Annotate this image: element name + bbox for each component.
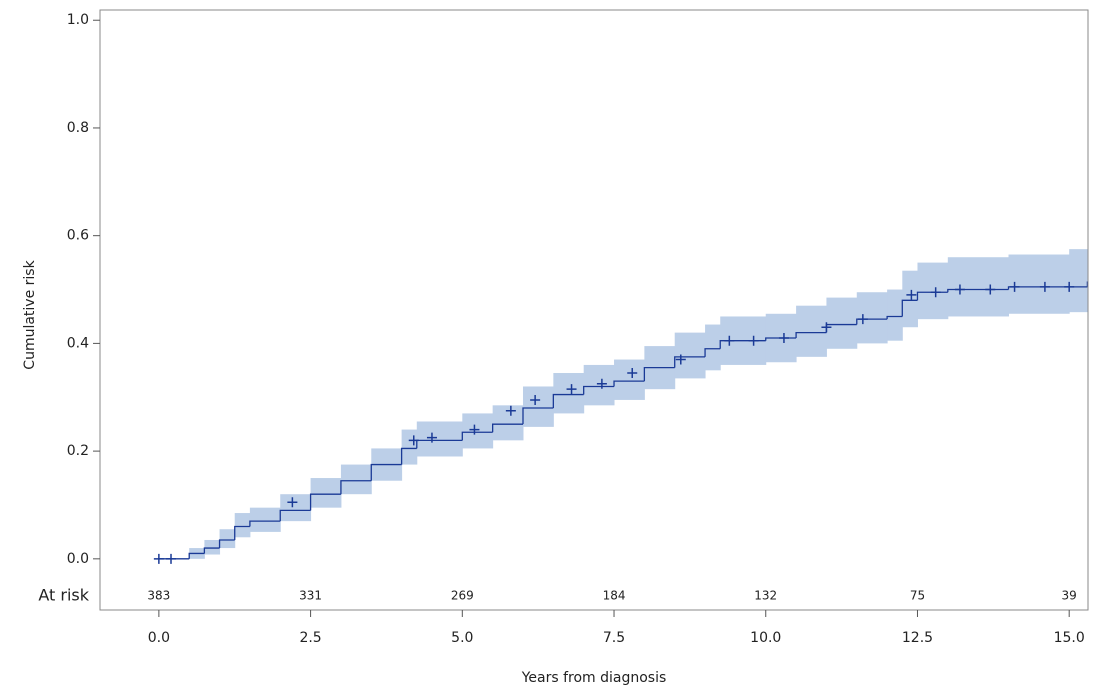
ci-band bbox=[462, 413, 494, 449]
x-tick-label: 10.0 bbox=[750, 630, 781, 646]
ci-band bbox=[340, 464, 372, 495]
censor-mark bbox=[724, 335, 735, 346]
censor-mark bbox=[821, 322, 832, 333]
step-segment bbox=[522, 407, 554, 425]
at-risk-count: 383 bbox=[147, 588, 170, 602]
step-segment bbox=[552, 393, 584, 409]
y-tick-label: 0.0 bbox=[67, 551, 89, 567]
at-risk-label: At risk bbox=[38, 585, 89, 604]
ci-band bbox=[674, 332, 706, 379]
censor-mark bbox=[906, 289, 917, 300]
step-segment bbox=[234, 525, 250, 540]
ci-band bbox=[887, 289, 903, 341]
step-segment bbox=[795, 331, 827, 339]
y-tick-label: 0.4 bbox=[67, 335, 89, 351]
censor-mark bbox=[985, 284, 996, 295]
x-tick-label: 2.5 bbox=[299, 630, 321, 646]
step-segment bbox=[279, 509, 311, 522]
x-tick-label: 12.5 bbox=[902, 630, 933, 646]
at-risk-count: 75 bbox=[910, 588, 925, 602]
censor-mark bbox=[530, 394, 541, 405]
ci-band bbox=[917, 262, 949, 320]
censor-mark bbox=[1064, 281, 1075, 292]
ci-band bbox=[826, 297, 858, 349]
censor-mark bbox=[426, 432, 437, 443]
step-segment bbox=[886, 315, 903, 320]
ci-band bbox=[219, 529, 236, 549]
at-risk-count: 184 bbox=[603, 588, 626, 602]
censor-mark bbox=[505, 405, 516, 416]
censor-mark bbox=[287, 497, 298, 508]
ci-band bbox=[614, 359, 645, 400]
ci-band bbox=[249, 507, 281, 532]
ci-band bbox=[1008, 254, 1070, 314]
step-segment bbox=[613, 380, 645, 387]
ci-band bbox=[705, 324, 721, 371]
ci-band bbox=[553, 373, 585, 414]
censor-mark bbox=[778, 333, 789, 344]
step-segment bbox=[400, 447, 417, 465]
step-segment bbox=[856, 318, 888, 325]
censor-mark bbox=[596, 378, 607, 389]
step-segment bbox=[583, 385, 615, 395]
step-segment bbox=[461, 431, 493, 441]
ci-band bbox=[947, 257, 1009, 317]
censor-mark bbox=[748, 335, 759, 346]
step-segment bbox=[340, 480, 372, 495]
y-tick-label: 0.6 bbox=[67, 228, 89, 244]
x-tick-label: 15.0 bbox=[1054, 630, 1085, 646]
censor-mark bbox=[566, 384, 577, 395]
step-segment bbox=[203, 547, 220, 554]
y-axis-label: Cumulative risk bbox=[22, 259, 38, 369]
step-segment bbox=[492, 423, 523, 433]
x-tick-label: 5.0 bbox=[451, 630, 473, 646]
censor-mark bbox=[408, 435, 419, 446]
step-segment bbox=[249, 520, 281, 527]
ci-band bbox=[401, 429, 418, 465]
ci-band bbox=[1069, 249, 1088, 313]
at-risk-count: 39 bbox=[1062, 588, 1077, 602]
y-tick-label: 0.8 bbox=[67, 120, 89, 136]
at-risk-count: 269 bbox=[451, 588, 474, 602]
ci-band bbox=[280, 494, 312, 522]
step-segment bbox=[188, 552, 205, 559]
ci-band bbox=[234, 513, 251, 538]
ci-band bbox=[583, 364, 615, 406]
at-risk-count: 331 bbox=[299, 588, 322, 602]
x-axis-label: Years from diagnosis bbox=[521, 670, 667, 686]
censor-mark bbox=[627, 368, 638, 379]
ci-band bbox=[856, 292, 888, 344]
censor-mark bbox=[1039, 281, 1050, 292]
plot-frame bbox=[99, 9, 1089, 611]
step-segment bbox=[218, 539, 235, 549]
censor-mark bbox=[857, 314, 868, 325]
x-tick-label: 7.5 bbox=[603, 630, 625, 646]
step-segment bbox=[643, 366, 675, 382]
censor-mark bbox=[166, 553, 177, 564]
step-segment bbox=[674, 356, 706, 368]
ci-band bbox=[522, 386, 554, 427]
censor-mark bbox=[1009, 281, 1020, 292]
step-segment bbox=[309, 493, 341, 511]
x-tick-label: 0.0 bbox=[148, 630, 170, 646]
censor-mark bbox=[675, 354, 686, 365]
censor-mark bbox=[153, 553, 164, 564]
censor-mark bbox=[954, 284, 965, 295]
y-tick-label: 1.0 bbox=[67, 12, 89, 28]
ci-band bbox=[796, 305, 827, 357]
ci-band bbox=[902, 270, 918, 328]
step-segment bbox=[370, 463, 402, 481]
at-risk-count: 132 bbox=[754, 588, 777, 602]
step-segment bbox=[704, 348, 721, 357]
y-tick-label: 0.2 bbox=[67, 443, 89, 459]
ci-band bbox=[310, 478, 342, 508]
ci-band bbox=[416, 421, 463, 457]
step-segment bbox=[901, 299, 918, 317]
censor-mark bbox=[469, 424, 480, 435]
ci-band bbox=[204, 539, 221, 555]
censor-mark bbox=[930, 287, 941, 298]
